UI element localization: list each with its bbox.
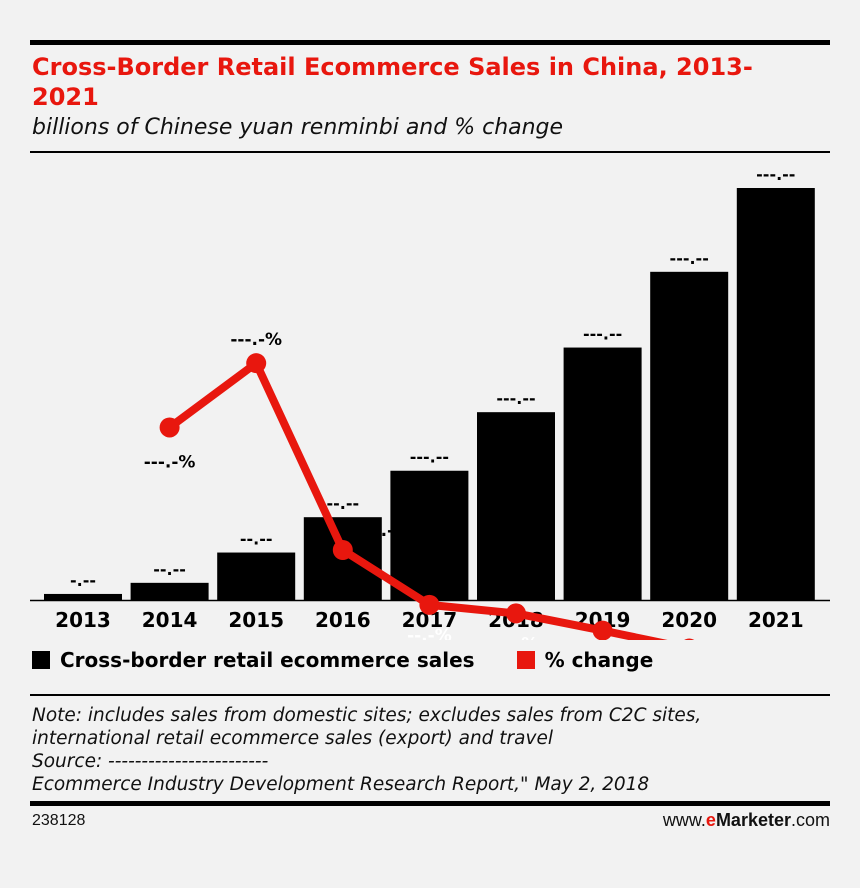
change-point-2020 — [684, 638, 695, 640]
bar-2015 — [217, 552, 296, 600]
brand-e: e — [705, 810, 716, 830]
legend-label-change: % change — [544, 648, 654, 672]
legend: Cross-border retail ecommerce sales % ch… — [32, 648, 695, 672]
bar-value-label-2013: -.-- — [70, 571, 96, 590]
bar-value-label-2015: --.-- — [240, 530, 273, 549]
change-value-label-2017: --.-% — [407, 626, 452, 640]
change-value-label-2014: ---.-% — [144, 452, 196, 472]
brand-prefix: www. — [662, 810, 706, 830]
bar-2021 — [736, 188, 815, 600]
bar-value-label-2016: --.-- — [326, 494, 359, 513]
x-tick-label-2013: 2013 — [55, 608, 111, 632]
top-rule — [30, 40, 830, 45]
bar-value-label-2014: --.-- — [153, 560, 186, 579]
bar-2014 — [130, 582, 209, 600]
note-line-2: international retail ecommerce sales (ex… — [32, 728, 553, 749]
notes: Note: includes sales from domestic sites… — [32, 704, 832, 796]
source-detail: Ecommerce Industry Development Research … — [32, 774, 650, 795]
bar-2018 — [477, 412, 555, 600]
brand-suffix: .com — [790, 810, 830, 830]
brand-main: Marketer — [715, 810, 791, 830]
brand-link[interactable]: www.eMarketer.com — [663, 810, 830, 831]
x-tick-label-2016: 2016 — [315, 608, 371, 632]
change-point-2017 — [419, 594, 440, 615]
bar-value-label-2017: ---.-- — [410, 448, 449, 467]
change-point-2014 — [159, 417, 180, 438]
chart-id: 238128 — [32, 812, 86, 829]
note-line-1: Note: includes sales from domestic sites… — [32, 705, 702, 726]
x-tick-label-2015: 2015 — [228, 608, 284, 632]
bottom-rule — [30, 801, 830, 806]
legend-label-sales: Cross-border retail ecommerce sales — [60, 648, 475, 672]
legend-divider — [30, 694, 830, 696]
change-value-label-2016: --.-% — [366, 521, 411, 541]
source-line: Source: ------------------------ — [32, 751, 269, 772]
change-value-label-2015: ---.-% — [230, 330, 282, 350]
legend-swatch-change — [516, 651, 535, 669]
legend-item-sales: Cross-border retail ecommerce sales — [32, 648, 475, 672]
change-point-2018 — [506, 603, 526, 624]
legend-item-change: % change — [516, 648, 654, 672]
chart-title: Cross-Border Retail Ecommerce Sales in C… — [32, 53, 753, 111]
legend-swatch-sales — [32, 651, 50, 669]
bar-2019 — [563, 347, 642, 600]
x-tick-label-2021: 2021 — [748, 608, 804, 632]
change-value-label-2018: --.-% — [494, 634, 539, 640]
change-point-2015 — [246, 353, 267, 374]
change-point-2016 — [332, 540, 353, 561]
bar-2020 — [650, 271, 729, 600]
bar-2017 — [390, 470, 469, 600]
chart-subtitle: billions of Chinese yuan renminbi and % … — [32, 115, 564, 140]
bar-value-label-2021: ---.-- — [756, 165, 795, 184]
x-tick-label-2014: 2014 — [142, 608, 198, 632]
chart-area: -.-- 2013 --.-- 2014 --.-- 2015 --.-- 2016 ---.-… — [30, 165, 830, 640]
change-point-2019 — [592, 620, 613, 640]
bar-value-label-2019: ---.-- — [583, 325, 622, 344]
bar-value-label-2018: ---.-- — [496, 389, 535, 408]
title-divider — [30, 151, 830, 153]
change-line — [165, 359, 668, 640]
x-tick-label-2020: 2020 — [661, 608, 717, 632]
bar-2013 — [44, 593, 122, 600]
bar-value-label-2020: ---.-- — [670, 249, 709, 268]
